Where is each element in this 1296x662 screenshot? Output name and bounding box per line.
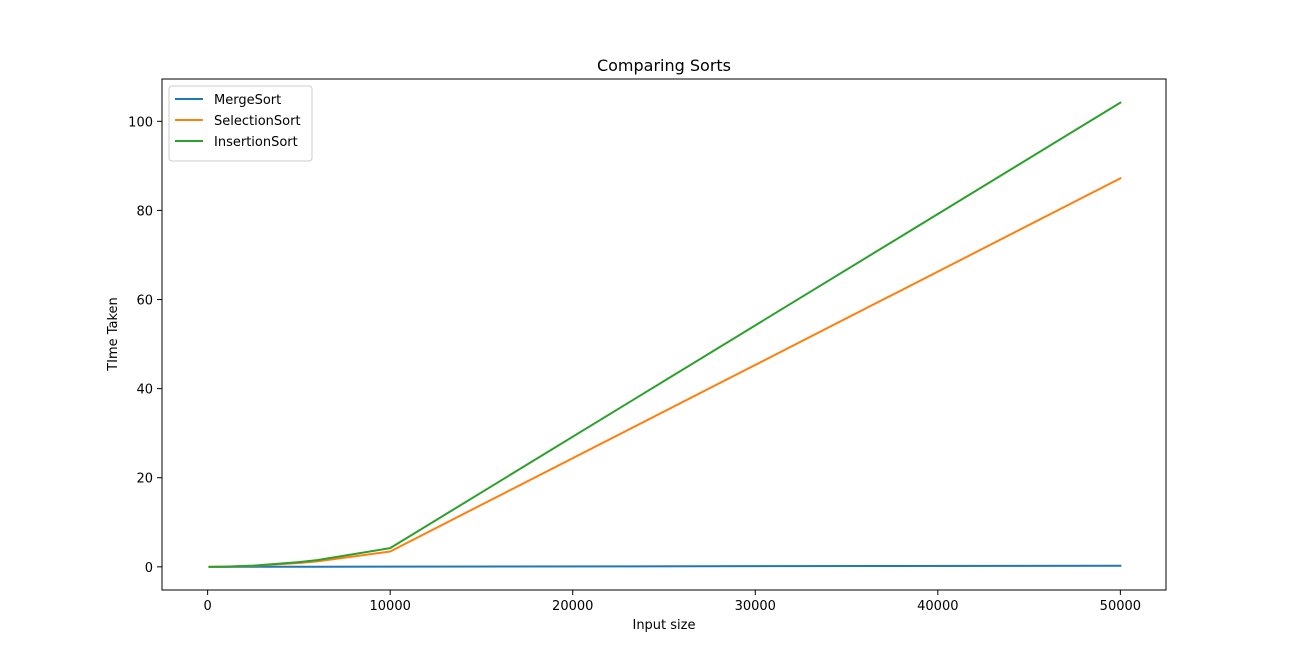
x-tick-label: 10000 xyxy=(370,599,411,614)
y-axis: 0 20 40 60 80 100 xyxy=(128,115,162,576)
x-tick-label: 30000 xyxy=(735,599,776,614)
y-tick-label: 80 xyxy=(136,204,153,219)
legend: MergeSort SelectionSort InsertionSort xyxy=(168,85,313,162)
y-tick-label: 100 xyxy=(128,115,153,130)
y-tick-label: 0 xyxy=(145,561,153,576)
y-tick-label: 40 xyxy=(136,383,153,398)
legend-label: SelectionSort xyxy=(214,114,301,129)
legend-label: InsertionSort xyxy=(214,135,298,150)
x-tick-label: 50000 xyxy=(1100,599,1141,614)
y-tick-label: 20 xyxy=(136,472,153,487)
x-tick-label: 20000 xyxy=(552,599,593,614)
x-tick-label: 0 xyxy=(203,599,211,614)
x-axis: 0 10000 20000 30000 40000 50000 xyxy=(203,590,1141,614)
y-tick-label: 60 xyxy=(136,294,153,309)
series-line-insertionsort xyxy=(208,101,1122,568)
y-axis-label: TIme Taken xyxy=(106,297,121,372)
chart-title: Comparing Sorts xyxy=(597,56,731,75)
legend-box xyxy=(168,85,313,162)
x-tick-label: 40000 xyxy=(917,599,958,614)
legend-label: MergeSort xyxy=(214,93,281,108)
series-line-mergesort xyxy=(208,564,1122,568)
axes-frame xyxy=(161,78,1167,591)
x-axis-label: Input size xyxy=(632,618,695,633)
plot-area xyxy=(161,78,1167,591)
series-lines xyxy=(208,101,1122,568)
